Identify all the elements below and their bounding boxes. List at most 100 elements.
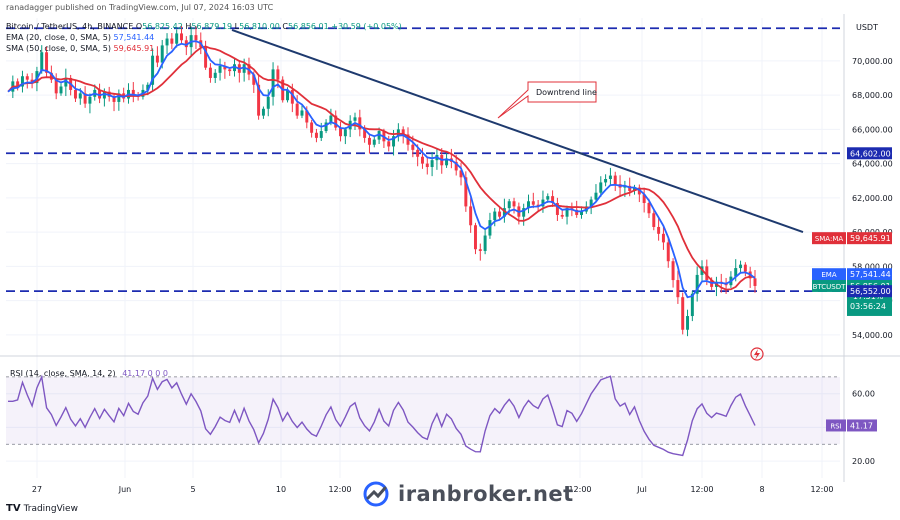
tradingview-logo[interactable]: TV TradingView — [6, 503, 78, 514]
candle-body — [493, 211, 497, 221]
candle-body — [194, 35, 198, 41]
candle-body — [49, 72, 53, 80]
candle-body — [184, 40, 188, 48]
ohlc-low: 56,810.00 — [239, 22, 280, 31]
candle-body — [45, 52, 49, 73]
candle-body — [580, 211, 583, 215]
candle-body — [117, 93, 121, 102]
ema-line — [7, 40, 756, 299]
rsi-tag-value: 41.17 — [850, 421, 873, 430]
ohlc-high-label: H — [185, 22, 192, 31]
candle-body — [228, 69, 232, 72]
candle-body — [131, 89, 135, 96]
candle-body — [469, 206, 473, 226]
candle-body — [372, 139, 376, 145]
candle-body — [30, 79, 34, 84]
candle-body — [416, 149, 420, 157]
candle-body — [690, 293, 694, 317]
candle-body — [102, 91, 106, 99]
candle-body — [295, 103, 299, 116]
lightning-icon[interactable] — [750, 347, 764, 361]
candle-body — [170, 38, 174, 44]
ema-tag-value: 57,541.44 — [850, 270, 891, 279]
candle-body — [16, 81, 20, 87]
candle-body — [25, 76, 29, 80]
candle-body — [411, 144, 415, 150]
symbol-title: Bitcoin / TetherUS, 4h, BINANCE — [6, 22, 134, 31]
candle-body — [522, 208, 526, 217]
candle-body — [155, 55, 159, 63]
y-tick-label: 64,000.00 — [852, 160, 893, 169]
rsi-tag-value-bg — [847, 419, 877, 432]
candle-body — [575, 209, 579, 215]
candle-body — [459, 170, 463, 178]
resistance-tag-bg — [847, 147, 892, 160]
callout-box — [497, 81, 597, 119]
candle-body — [98, 89, 102, 99]
candle-body — [430, 160, 434, 168]
ema-tag-label-bg — [812, 268, 846, 281]
sma-tag-value-bg — [847, 232, 892, 245]
candle-body — [387, 141, 391, 147]
x-tick-label: 5 — [190, 485, 195, 494]
x-axis-ticks: 27 Jun 5 10 12:00 12:00 Jul 12:00 8 12:00 — [32, 485, 834, 494]
price-tags: SMA:MA59,645.91EMA57,541.44BTCUSDT56,856… — [812, 147, 892, 432]
candle-body — [367, 137, 371, 145]
ohlc-change: +30.59 (+0.05%) — [331, 22, 402, 31]
candle-body — [512, 201, 516, 207]
candle-body — [546, 196, 550, 200]
sma-legend: SMA (50, close, 0, SMA, 5) 59,645.91 — [6, 44, 154, 53]
candle-body — [175, 33, 179, 44]
candle-body — [305, 110, 309, 123]
candle-body — [527, 201, 530, 209]
ohlc-high: 56,879.19 — [191, 22, 233, 31]
candle-body — [290, 89, 294, 104]
candle-body — [40, 52, 44, 72]
candle-body — [324, 122, 328, 132]
candle-body — [112, 96, 116, 102]
watermark-logo-icon — [363, 481, 389, 507]
x-tick-label: 12:00 — [568, 485, 591, 494]
rsi-tick-label: 20.00 — [852, 457, 875, 466]
candle-body — [20, 76, 24, 87]
candle-body — [329, 115, 333, 123]
candle-body — [551, 196, 555, 203]
candle-body — [73, 89, 77, 99]
candle-body — [276, 69, 280, 80]
resistance-tag: 64,602.00 — [850, 149, 891, 158]
candle-body — [498, 211, 502, 217]
candle-body — [242, 64, 246, 73]
candle-body — [478, 249, 482, 251]
candle-body — [420, 156, 424, 164]
symbol-legend: Bitcoin / TetherUS, 4h, BINANCE O56,825.… — [6, 22, 402, 31]
candle-body — [454, 161, 458, 171]
sma-line — [7, 45, 756, 291]
x-tick-label: 12:00 — [810, 485, 833, 494]
tradingview-logo-icon: TV — [6, 503, 21, 514]
candle-body — [445, 158, 449, 166]
rsi-tick-label: 60.00 — [852, 390, 875, 399]
y-tick-label: 70,000.00 — [852, 57, 893, 66]
candle-body — [401, 129, 405, 135]
candle-body — [633, 187, 637, 191]
candle-body — [83, 93, 87, 104]
price-tag-label: BTCUSDT — [813, 283, 847, 291]
candle-body — [213, 72, 217, 78]
candle-body — [257, 84, 261, 116]
candle-body — [64, 77, 68, 87]
candle-body — [555, 202, 559, 215]
ema-tag-label: EMA — [821, 271, 836, 279]
candle-body — [473, 225, 477, 250]
candle-body — [652, 213, 656, 227]
x-tick-label: 8 — [759, 485, 764, 494]
candle-body — [589, 199, 593, 207]
candle-body — [310, 122, 314, 133]
candle-body — [502, 208, 506, 217]
candle-body — [204, 47, 208, 68]
candle-body — [406, 134, 410, 145]
candle-body — [146, 84, 150, 90]
x-tick-label: Jun — [118, 485, 132, 494]
candles — [11, 25, 757, 337]
candle-body — [681, 297, 685, 330]
